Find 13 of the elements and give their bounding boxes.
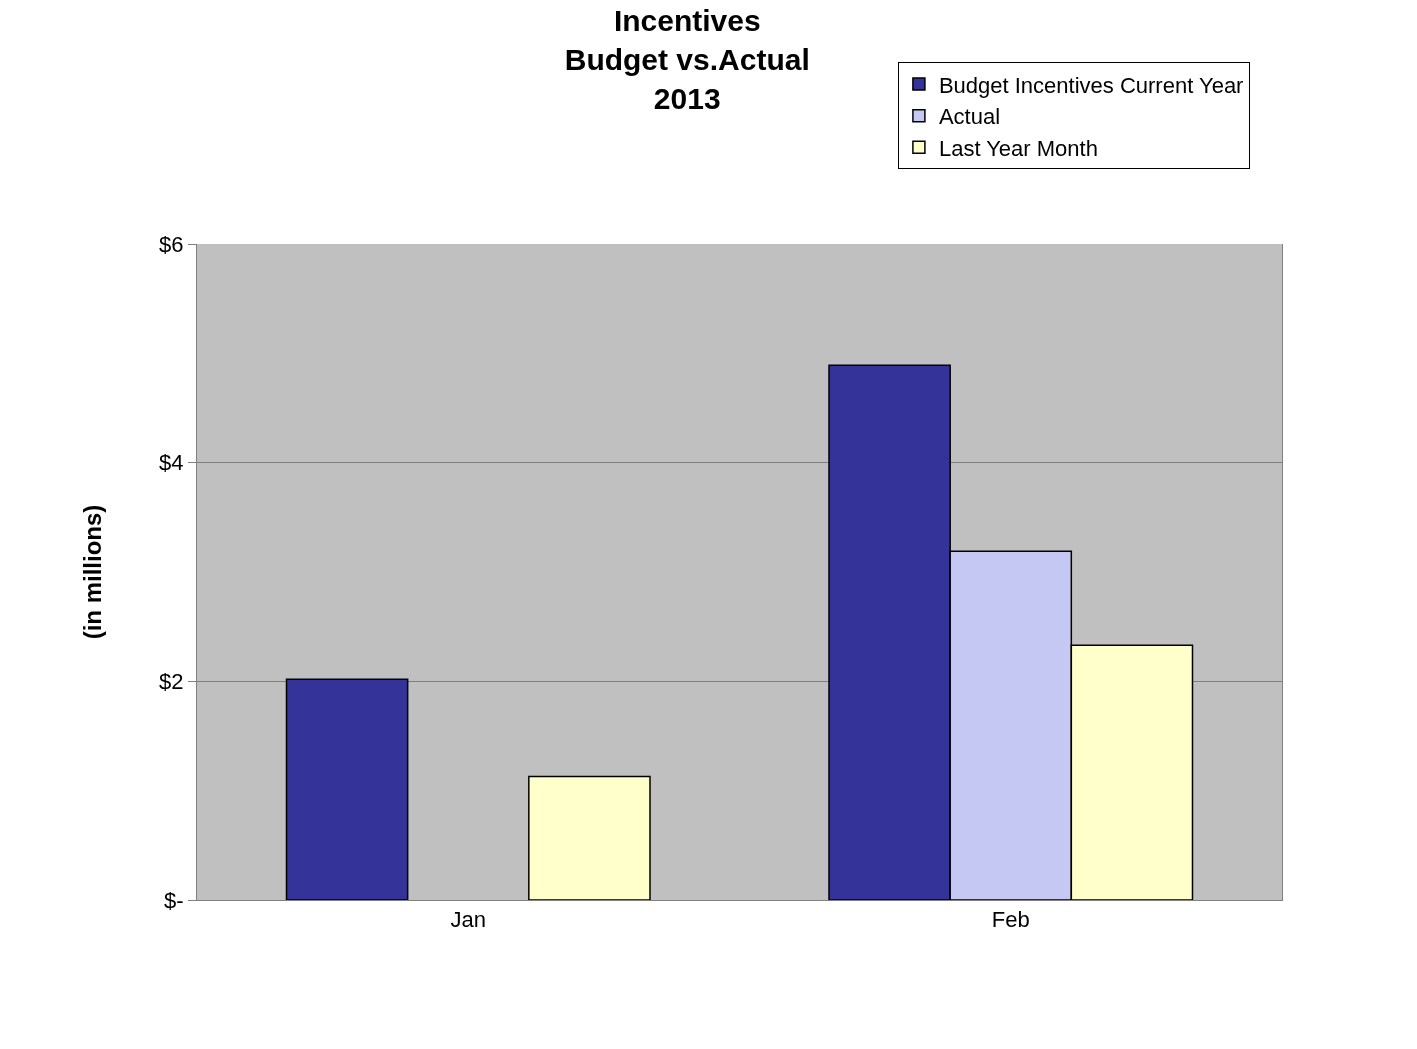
legend-label: Budget Incentives Current Year <box>938 72 1244 98</box>
legend-label: Actual <box>938 104 1001 130</box>
y-tick-label: $- <box>164 887 184 913</box>
y-axis-title: (in millions) <box>79 504 107 640</box>
y-tick-label: $2 <box>159 669 184 695</box>
x-tick-label: Feb <box>991 907 1030 933</box>
legend-label: Last Year Month <box>938 135 1098 161</box>
chart-title: Incentives Budget vs.Actual 2013 <box>564 4 810 116</box>
y-tick-label: $6 <box>159 231 184 257</box>
y-tick-label: $4 <box>159 450 184 476</box>
bar <box>528 775 651 900</box>
bar <box>285 678 409 900</box>
x-tick-label: Jan <box>450 907 486 933</box>
